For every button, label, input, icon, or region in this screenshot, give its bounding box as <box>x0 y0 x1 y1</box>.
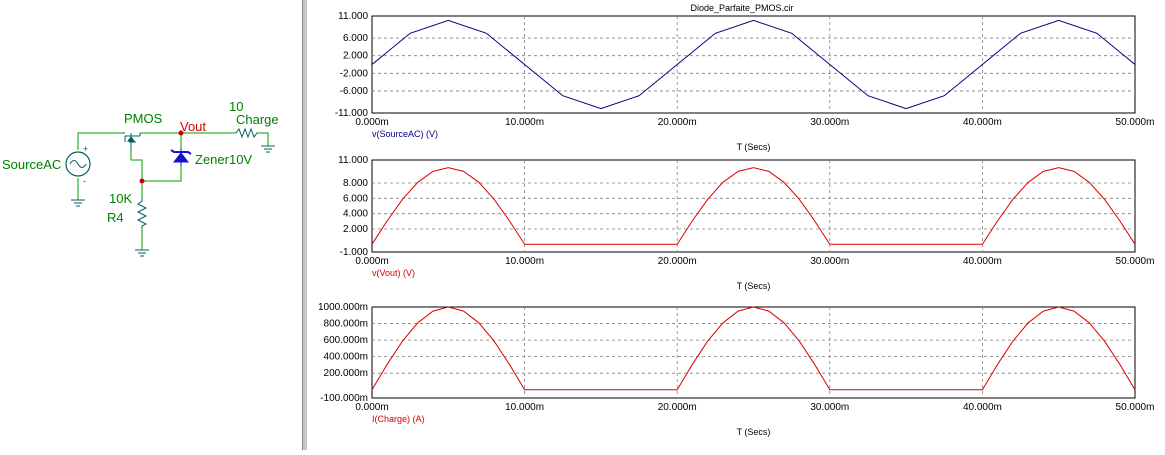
x-tick-label: 10.000m <box>505 256 544 267</box>
load-name-label: Charge <box>236 112 279 127</box>
y-tick-label: -100.000m <box>320 393 368 404</box>
load-resistor-symbol[interactable] <box>235 127 258 139</box>
x-tick-label: 0.000m <box>355 402 388 413</box>
x-axis-title: T (Secs) <box>737 281 771 291</box>
x-axis-title: T (Secs) <box>737 427 771 437</box>
trace-legend[interactable]: v(SourceAC) (V) <box>372 129 438 139</box>
y-tick-label: 200.000m <box>324 368 368 379</box>
plot-frame-2[interactable] <box>371 159 1136 253</box>
y-tick-label: 4.000 <box>343 209 368 220</box>
x-tick-label: 50.000m <box>1116 256 1155 267</box>
x-tick-label: 20.000m <box>658 117 697 128</box>
wire-source-pmos <box>77 132 122 150</box>
vout-net-label: Vout <box>180 119 206 134</box>
trace-i-charge-a[interactable] <box>371 306 1136 391</box>
wire-gate <box>130 150 143 181</box>
x-tick-label: 20.000m <box>658 256 697 267</box>
pmos-symbol[interactable] <box>122 132 141 150</box>
y-tick-label: 2.000 <box>343 224 368 235</box>
y-tick-label: -11.000 <box>335 108 369 119</box>
y-tick-label: 600.000m <box>324 335 368 346</box>
wire-zener-gate <box>142 166 182 182</box>
y-tick-label: -6.000 <box>340 86 369 97</box>
source-minus-text: - <box>83 176 86 186</box>
r4-name-label: R4 <box>107 210 124 225</box>
y-tick-label: -1.000 <box>340 247 369 258</box>
y-tick-label: 6.000 <box>343 33 368 44</box>
y-tick-label: 11.000 <box>338 11 368 22</box>
x-axis-title: T (Secs) <box>737 142 771 152</box>
load-value-label: 10 <box>229 99 243 114</box>
x-tick-label: 40.000m <box>963 117 1002 128</box>
y-tick-label: 6.000 <box>343 193 368 204</box>
plots-canvas: Diode_Parfaite_PMOS.cir 11.000 6.000 2.000… <box>318 3 1155 437</box>
y-tick-label: -2.000 <box>340 68 369 79</box>
gate-junction-dot <box>139 178 145 184</box>
trace-v-sourceac-v[interactable] <box>371 19 1136 110</box>
x-tick-label: 0.000m <box>355 256 388 267</box>
x-tick-label: 10.000m <box>505 402 544 413</box>
schematic-pane[interactable]: + - SourceAC PMOS Vout 10 Charge <box>0 0 302 450</box>
x-tick-label: 30.000m <box>810 402 849 413</box>
x-tick-label: 40.000m <box>963 256 1002 267</box>
y-tick-label: 2.000 <box>343 51 368 62</box>
x-tick-label: 0.000m <box>355 117 388 128</box>
ground-load-icon <box>261 145 275 153</box>
wire-load-gnd <box>258 132 269 146</box>
plot-frame-3[interactable] <box>371 306 1136 399</box>
plot-window-title: Diode_Parfaite_PMOS.cir <box>690 3 793 13</box>
wires <box>77 132 269 250</box>
y-tick-label: 8.000 <box>343 178 368 189</box>
y-tick-label: 800.000m <box>324 319 368 330</box>
source-label: SourceAC <box>2 157 61 172</box>
plot-frame-1[interactable] <box>371 15 1136 114</box>
y-tick-label: 400.000m <box>324 352 368 363</box>
ground-source-icon <box>71 199 85 207</box>
x-tick-label: 30.000m <box>810 117 849 128</box>
y-tick-label: 11.000 <box>338 155 368 166</box>
trace-legend[interactable]: v(Vout) (V) <box>372 268 415 278</box>
schematic-canvas[interactable]: + - SourceAC PMOS Vout 10 Charge <box>0 0 302 450</box>
x-tick-label: 10.000m <box>505 117 544 128</box>
source-plus-text: + <box>83 144 88 154</box>
trace-v-vout-v[interactable] <box>371 167 1136 245</box>
y-tick-label: 1000.000m <box>318 302 368 313</box>
r4-value-label: 10K <box>109 191 132 206</box>
x-tick-label: 50.000m <box>1116 117 1155 128</box>
ground-r4-icon <box>135 249 149 257</box>
x-tick-label: 30.000m <box>810 256 849 267</box>
pmos-label: PMOS <box>124 111 163 126</box>
zener-diode-symbol[interactable] <box>170 148 192 166</box>
r4-resistor-symbol[interactable] <box>136 198 148 228</box>
vout-junction-dot <box>178 130 184 136</box>
x-tick-label: 50.000m <box>1116 402 1155 413</box>
ac-source-symbol[interactable] <box>65 151 91 177</box>
x-tick-label: 20.000m <box>658 402 697 413</box>
zener-label: Zener10V <box>195 152 252 167</box>
pane-splitter[interactable] <box>302 0 308 450</box>
plot-pane[interactable]: Diode_Parfaite_PMOS.cir 11.000 6.000 2.000… <box>308 0 1165 450</box>
trace-legend[interactable]: I(Charge) (A) <box>372 414 425 424</box>
x-tick-label: 40.000m <box>963 402 1002 413</box>
